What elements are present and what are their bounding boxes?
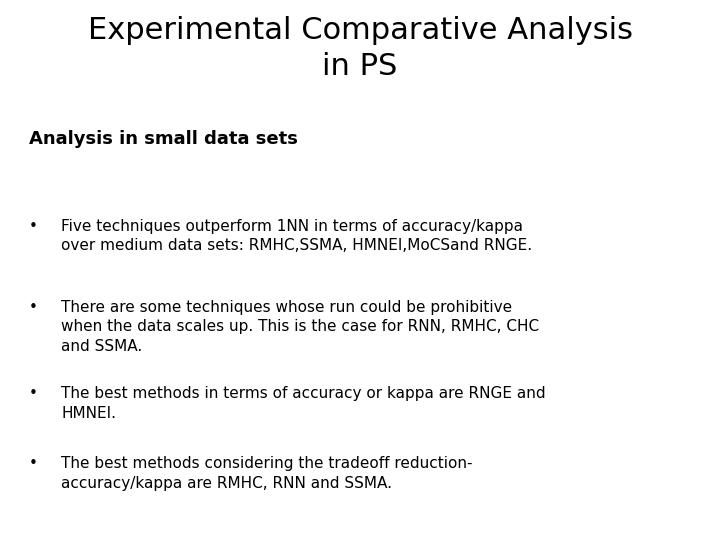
- Text: The best methods in terms of accuracy or kappa are RNGE and
HMNEI.: The best methods in terms of accuracy or…: [61, 386, 546, 421]
- Text: Analysis in small data sets: Analysis in small data sets: [29, 130, 297, 147]
- Text: •: •: [29, 456, 37, 471]
- Text: Experimental Comparative Analysis
in PS: Experimental Comparative Analysis in PS: [88, 16, 632, 81]
- Text: There are some techniques whose run could be prohibitive
when the data scales up: There are some techniques whose run coul…: [61, 300, 539, 354]
- Text: Five techniques outperform 1NN in terms of accuracy/kappa
over medium data sets:: Five techniques outperform 1NN in terms …: [61, 219, 532, 253]
- Text: •: •: [29, 219, 37, 234]
- Text: •: •: [29, 300, 37, 315]
- Text: •: •: [29, 386, 37, 401]
- Text: The best methods considering the tradeoff reduction-
accuracy/kappa are RMHC, RN: The best methods considering the tradeof…: [61, 456, 473, 491]
